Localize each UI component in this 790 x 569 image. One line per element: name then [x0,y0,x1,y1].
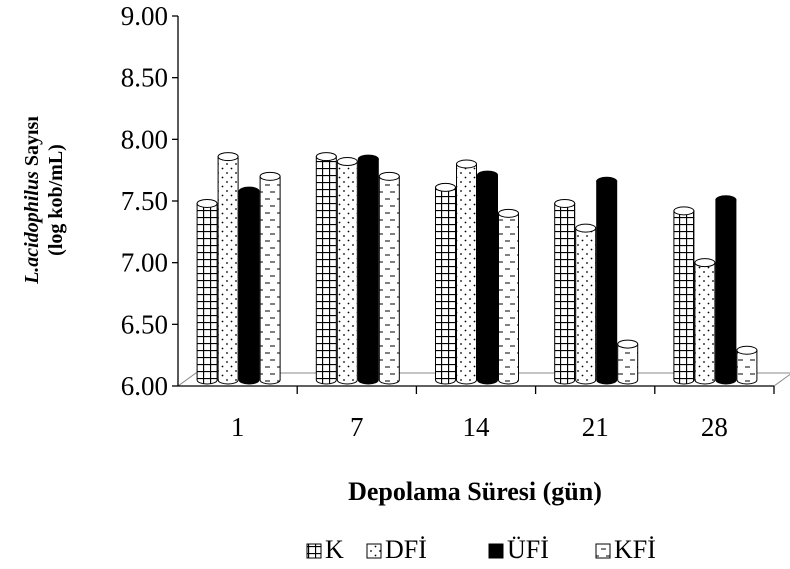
bar-body [238,190,260,385]
bar-body [357,158,379,385]
bar [238,186,260,385]
y-tick-label: 7.00 [121,248,168,278]
bar [378,171,400,385]
bar-body [435,186,456,385]
legend-item: KFİ [595,535,656,564]
legend-swatch [595,543,611,559]
bar [554,198,576,385]
bar-body [554,202,576,385]
bar [435,182,456,385]
bar-body [259,175,281,385]
y-axis-title-line2: (log kob/mL) [45,144,67,256]
x-tick-label: 21 [582,412,609,442]
bar [357,154,379,385]
bar [217,152,239,385]
bar-top [357,154,379,164]
bar-top [554,198,576,208]
bar-top [736,345,758,355]
bar-body [715,199,737,385]
y-tick-label: 8.00 [121,124,168,154]
legend-item: DFİ [366,535,427,564]
bar-body [196,202,218,385]
y-axis-title: L.acidophilus Sayısı [21,116,43,285]
bar-body [336,161,358,385]
y-axis-title-italic: L.acidophilus [21,171,43,285]
legend: K DFİ ÜFİ KFİ [306,535,656,564]
bar-top [673,206,695,216]
legend-swatch [366,543,382,559]
legend-swatch [488,543,504,559]
bar [315,152,337,385]
bar-body [477,174,498,385]
bar [477,170,498,385]
y-axis-ticks: 6.00 6.50 7.00 7.50 8.00 8.50 9.00 [121,1,178,401]
bar [694,258,716,385]
bar-top [196,198,218,208]
legend-swatch [306,543,322,559]
y-tick-label: 8.50 [121,63,168,93]
bar-body [736,349,758,385]
legend-item: ÜFİ [488,535,549,564]
y-tick-label: 7.50 [121,186,168,216]
bar-top [378,171,400,181]
legend-label: DFİ [385,535,427,564]
x-tick-label: 28 [701,412,728,442]
bar [259,171,281,385]
bar [456,159,477,385]
bar-body [694,262,716,385]
x-tick-label: 14 [463,412,491,442]
bar-top [315,152,337,162]
bar-body [456,163,477,385]
bar-top [575,223,597,233]
bar [575,223,597,385]
bar [336,157,358,385]
bar-body [596,180,618,385]
y-tick-label: 6.50 [121,309,168,339]
legend-label: K [325,535,344,564]
bar [673,206,695,385]
bar-top [435,182,456,192]
bar-body [617,343,639,385]
bar [736,345,758,385]
bar-top [456,159,477,169]
bar-top [596,176,618,186]
legend-label: KFİ [614,535,656,564]
legend-item: K [306,535,344,564]
bar-body [378,175,400,385]
bar [596,176,618,385]
bar-top [715,195,737,205]
bar-top [477,170,498,180]
bar [196,198,218,385]
bar [498,208,519,385]
bar [715,195,737,385]
bar-body [575,227,597,385]
bar-top [238,186,260,196]
x-tick-label: 7 [350,412,364,442]
x-tick-label: 1 [231,412,245,442]
bar [617,339,639,385]
bar-body [673,210,695,385]
bar-top [336,157,358,167]
bar-body [315,156,337,385]
bars-group [196,152,758,385]
bar-top [217,152,239,162]
y-axis-title-rest: Sayısı [21,116,43,171]
y-tick-label: 6.00 [121,371,168,401]
bar-top [617,339,639,349]
bar-top [694,258,716,268]
bar-top [259,171,281,181]
x-axis-ticks: 1 7 14 21 28 [231,386,775,442]
bar-body [217,156,239,385]
x-axis-title: Depolama Süresi (gün) [348,477,602,506]
bar-top [498,208,519,218]
legend-label: ÜFİ [507,535,549,564]
y-tick-label: 9.00 [121,1,168,31]
bar-body [498,212,519,385]
